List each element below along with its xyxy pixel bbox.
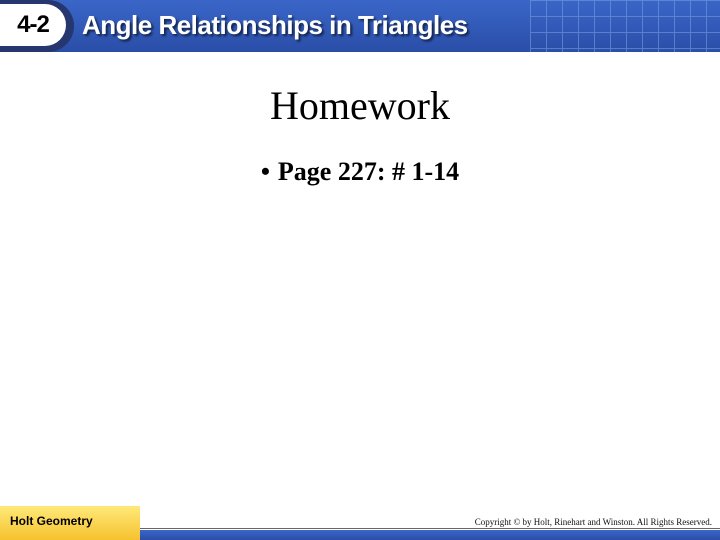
- lesson-header: 4-2 Angle Relationships in Triangles: [0, 0, 720, 52]
- bullet-text: Page 227: # 1-14: [278, 157, 459, 186]
- header-grid-pattern: [530, 0, 720, 52]
- slide-footer: Holt Geometry Copyright © by Holt, Rineh…: [0, 506, 720, 540]
- footer-series: Holt Geometry: [10, 514, 93, 528]
- lesson-number: 4-2: [17, 11, 49, 39]
- homework-heading: Homework: [0, 82, 720, 129]
- bullet-dot-icon: •: [261, 157, 270, 186]
- homework-bullet: • Page 227: # 1-14: [0, 157, 720, 187]
- lesson-title: Angle Relationships in Triangles: [82, 10, 468, 41]
- footer-copyright: Copyright © by Holt, Rinehart and Winsto…: [475, 517, 712, 527]
- lesson-number-pill: 4-2: [0, 4, 66, 46]
- slide-body: Homework • Page 227: # 1-14: [0, 52, 720, 187]
